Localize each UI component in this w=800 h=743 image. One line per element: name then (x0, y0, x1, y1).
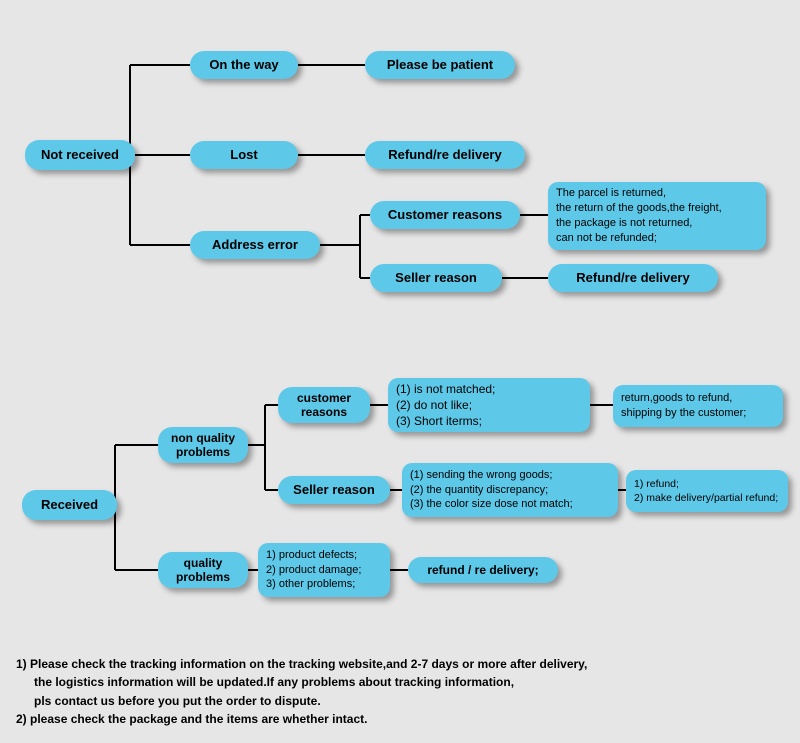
node-seller-reason-2: Seller reason (278, 476, 390, 504)
footer-notes: 1) Please check the tracking information… (16, 655, 776, 729)
leaf-quality-refund: refund / re delivery; (408, 557, 558, 583)
box-seller-result-2-text: 1) refund; 2) make delivery/partial refu… (634, 477, 780, 505)
node-customer-reasons-2-label: customer reasons (297, 391, 351, 420)
root-not-received: Not received (25, 140, 135, 170)
node-quality: quality problems (158, 552, 248, 588)
box-customer-reasons-detail-1-text: The parcel is returned, the return of th… (556, 186, 758, 245)
node-on-the-way: On the way (190, 51, 298, 79)
leaf-lost-refund-label: Refund/re delivery (388, 147, 501, 163)
leaf-please-be-patient: Please be patient (365, 51, 515, 79)
node-seller-reason-1-label: Seller reason (395, 270, 477, 286)
leaf-seller-refund: Refund/re delivery (548, 264, 718, 292)
root-not-received-label: Not received (41, 147, 119, 163)
root-received-label: Received (41, 497, 98, 513)
box-quality-detail-text: 1) product defects; 2) product damage; 3… (266, 548, 382, 593)
footer-line-2: the logistics information will be update… (16, 673, 776, 692)
node-seller-reason-2-label: Seller reason (293, 482, 375, 498)
box-customer-reasons-detail-1: The parcel is returned, the return of th… (548, 182, 766, 250)
leaf-please-be-patient-label: Please be patient (387, 57, 493, 73)
connectors (0, 0, 800, 743)
node-lost-label: Lost (230, 147, 257, 163)
box-seller-result-2: 1) refund; 2) make delivery/partial refu… (626, 470, 788, 512)
node-customer-reasons-2: customer reasons (278, 387, 370, 423)
node-quality-label: quality problems (176, 556, 230, 585)
box-seller-detail-2-text: (1) sending the wrong goods; (2) the qua… (410, 468, 610, 513)
node-address-error-label: Address error (212, 237, 298, 253)
node-customer-reasons-1-label: Customer reasons (388, 207, 502, 223)
leaf-lost-refund: Refund/re delivery (365, 141, 525, 169)
footer-line-4: 2) please check the package and the item… (16, 710, 776, 729)
node-address-error: Address error (190, 231, 320, 259)
box-quality-detail: 1) product defects; 2) product damage; 3… (258, 543, 390, 597)
node-non-quality: non quality problems (158, 427, 248, 463)
box-customer-result-2-text: return,goods to refund, shipping by the … (621, 391, 775, 421)
footer-line-3: pls contact us before you put the order … (16, 692, 776, 711)
node-customer-reasons-1: Customer reasons (370, 201, 520, 229)
box-seller-detail-2: (1) sending the wrong goods; (2) the qua… (402, 463, 618, 517)
leaf-seller-refund-label: Refund/re delivery (576, 270, 689, 286)
root-received: Received (22, 490, 117, 520)
node-non-quality-label: non quality problems (171, 431, 235, 460)
node-seller-reason-1: Seller reason (370, 264, 502, 292)
node-lost: Lost (190, 141, 298, 169)
box-customer-detail-2-text: (1) is not matched; (2) do not like; (3)… (396, 381, 582, 430)
leaf-quality-refund-label: refund / re delivery; (427, 563, 538, 577)
box-customer-result-2: return,goods to refund, shipping by the … (613, 385, 783, 427)
box-customer-detail-2: (1) is not matched; (2) do not like; (3)… (388, 378, 590, 432)
footer-line-1: 1) Please check the tracking information… (16, 655, 776, 674)
node-on-the-way-label: On the way (209, 57, 278, 73)
